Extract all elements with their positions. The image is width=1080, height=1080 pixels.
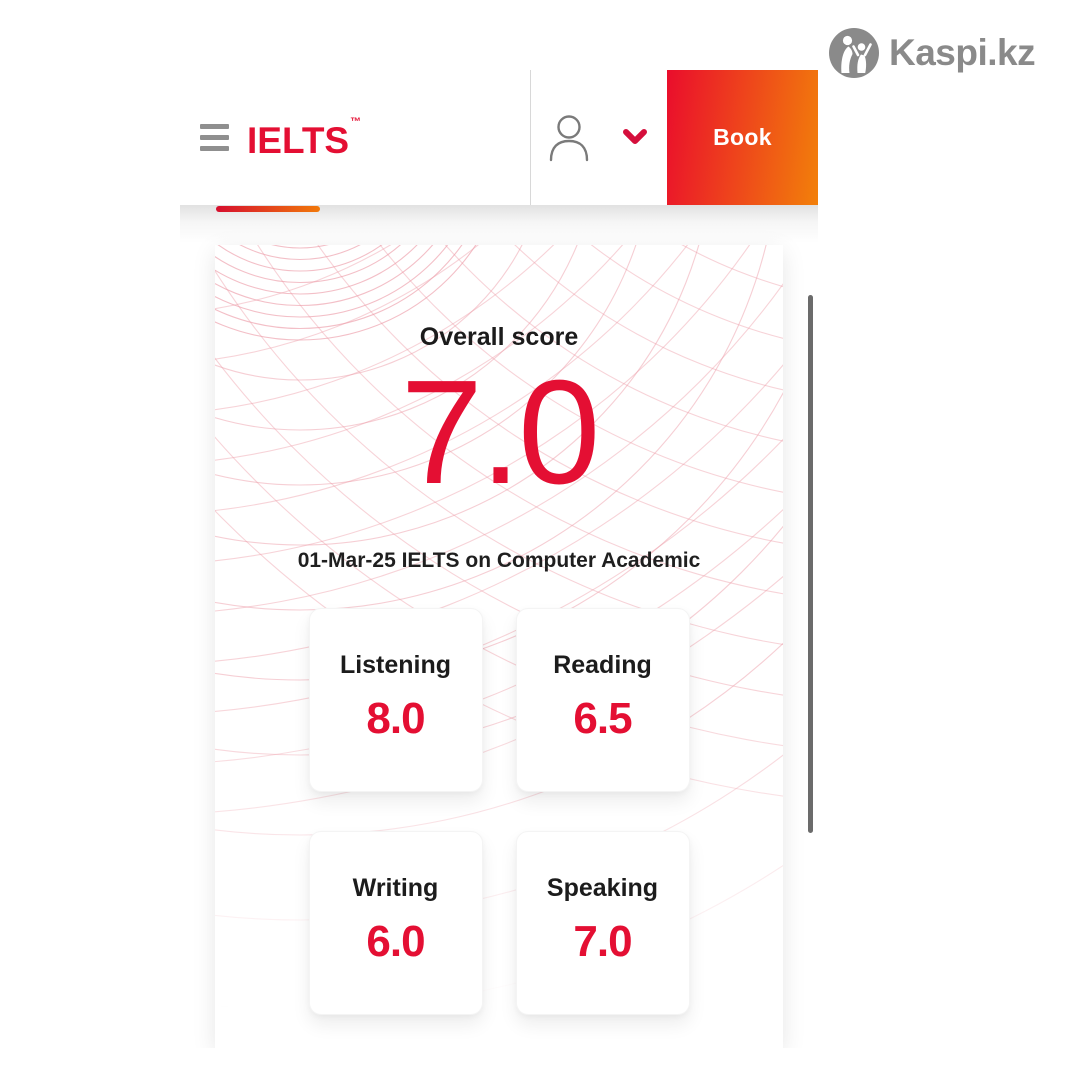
skill-label: Speaking bbox=[546, 873, 659, 902]
skill-score: 7.0 bbox=[573, 916, 632, 966]
overall-score-value: 7.0 bbox=[400, 350, 601, 515]
skill-score: 6.5 bbox=[573, 693, 632, 743]
skill-label: Reading bbox=[553, 650, 652, 679]
chevron-down-icon[interactable] bbox=[623, 128, 647, 146]
results-panel: Overall score 7.0 01-Mar-25 IELTS on Com… bbox=[215, 245, 783, 1048]
active-tab-indicator bbox=[216, 206, 320, 212]
skill-label: Listening bbox=[339, 650, 452, 679]
skill-scores-grid: Listening 8.0 Reading 6.5 Writing 6.0 Sp… bbox=[308, 607, 690, 1015]
skill-card-writing: Writing 6.0 bbox=[308, 830, 483, 1015]
overall-score-label: Overall score bbox=[419, 323, 579, 351]
skill-card-reading: Reading 6.5 bbox=[515, 607, 690, 792]
book-button-label: Book bbox=[713, 124, 772, 150]
menu-icon[interactable] bbox=[200, 124, 229, 151]
skill-label: Writing bbox=[352, 873, 439, 902]
app-header: IELTS™ Book bbox=[180, 70, 818, 205]
app-viewport: IELTS™ Book bbox=[180, 70, 818, 1048]
skill-card-speaking: Speaking 7.0 bbox=[515, 830, 690, 1015]
ielts-logo[interactable]: IELTS™ bbox=[247, 116, 362, 161]
ielts-logo-text: IELTS bbox=[247, 120, 350, 161]
kaspi-watermark: Kaspi.kz bbox=[828, 25, 1036, 81]
account-icon[interactable] bbox=[548, 114, 590, 162]
skill-score: 8.0 bbox=[366, 693, 425, 743]
header-divider bbox=[530, 70, 531, 205]
kaspi-people-icon bbox=[829, 28, 879, 78]
book-button[interactable]: Book bbox=[667, 70, 818, 205]
trademark-symbol: ™ bbox=[350, 116, 362, 128]
scrollbar-thumb[interactable] bbox=[808, 295, 813, 833]
skill-card-listening: Listening 8.0 bbox=[308, 607, 483, 792]
exam-info: 01-Mar-25 IELTS on Computer Academic bbox=[297, 548, 701, 572]
kaspi-logo-text: Kaspi.kz bbox=[889, 32, 1036, 73]
skill-score: 6.0 bbox=[366, 916, 425, 966]
